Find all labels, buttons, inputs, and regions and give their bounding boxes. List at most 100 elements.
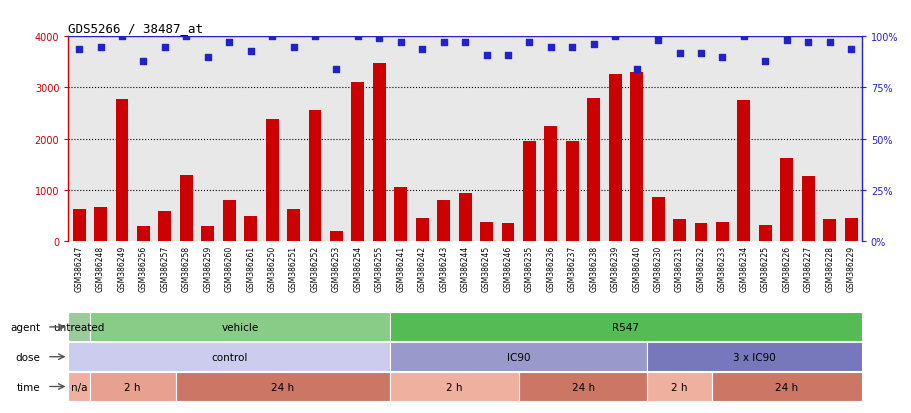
Text: n/a: n/a bbox=[71, 382, 87, 392]
Bar bbox=[651, 198, 664, 242]
Bar bbox=[711, 372, 861, 401]
Point bbox=[329, 66, 343, 73]
Text: IC90: IC90 bbox=[507, 352, 530, 362]
Point bbox=[72, 46, 87, 53]
Point bbox=[822, 40, 836, 47]
Text: GSM386235: GSM386235 bbox=[525, 245, 533, 291]
Bar bbox=[609, 75, 621, 242]
Text: 24 h: 24 h bbox=[774, 382, 797, 392]
Point bbox=[714, 55, 729, 61]
Text: GSM386252: GSM386252 bbox=[310, 245, 319, 291]
Text: GSM386259: GSM386259 bbox=[203, 245, 212, 291]
Point bbox=[435, 40, 450, 47]
Text: GSM386240: GSM386240 bbox=[631, 245, 640, 291]
Bar bbox=[737, 101, 750, 242]
Bar bbox=[544, 127, 557, 242]
Point bbox=[158, 44, 172, 51]
Bar bbox=[844, 218, 856, 242]
Text: GSM386242: GSM386242 bbox=[417, 245, 426, 291]
Point bbox=[608, 34, 622, 40]
Bar bbox=[479, 222, 493, 242]
Text: GSM386249: GSM386249 bbox=[118, 245, 127, 291]
Text: GSM386257: GSM386257 bbox=[160, 245, 169, 291]
Point bbox=[393, 40, 407, 47]
Bar bbox=[630, 73, 642, 242]
Text: GSM386230: GSM386230 bbox=[653, 245, 662, 291]
Bar bbox=[308, 111, 321, 242]
Text: vehicle: vehicle bbox=[221, 322, 259, 332]
Text: GSM386245: GSM386245 bbox=[482, 245, 490, 291]
Bar bbox=[672, 219, 685, 242]
Bar bbox=[116, 100, 128, 242]
Text: 24 h: 24 h bbox=[271, 382, 294, 392]
Text: untreated: untreated bbox=[54, 322, 105, 332]
Text: GSM386233: GSM386233 bbox=[717, 245, 726, 291]
Text: GSM386255: GSM386255 bbox=[374, 245, 384, 291]
Bar bbox=[176, 372, 390, 401]
Bar bbox=[137, 226, 149, 242]
Point bbox=[736, 34, 751, 40]
Bar bbox=[351, 83, 363, 242]
Bar bbox=[390, 372, 518, 401]
Bar bbox=[715, 222, 728, 242]
Point bbox=[286, 44, 301, 51]
Text: GSM386247: GSM386247 bbox=[75, 245, 84, 291]
Point bbox=[372, 36, 386, 43]
Point bbox=[693, 50, 708, 57]
Bar bbox=[566, 142, 578, 242]
Point bbox=[264, 34, 279, 40]
Bar bbox=[390, 342, 647, 371]
Bar bbox=[501, 224, 514, 242]
Point bbox=[93, 44, 107, 51]
Bar bbox=[159, 212, 171, 242]
Text: GSM386232: GSM386232 bbox=[696, 245, 705, 291]
Text: GSM386239: GSM386239 bbox=[610, 245, 619, 291]
Bar bbox=[287, 209, 300, 242]
Text: GSM386227: GSM386227 bbox=[803, 245, 812, 291]
Text: 2 h: 2 h bbox=[445, 382, 462, 392]
Text: agent: agent bbox=[10, 322, 40, 332]
Bar bbox=[823, 220, 835, 242]
Bar bbox=[90, 313, 390, 342]
Bar bbox=[373, 64, 385, 242]
Bar bbox=[647, 372, 711, 401]
Text: GSM386225: GSM386225 bbox=[760, 245, 769, 291]
Text: 3 x IC90: 3 x IC90 bbox=[732, 352, 775, 362]
Point bbox=[221, 40, 236, 47]
Bar bbox=[222, 201, 235, 242]
Point bbox=[115, 34, 129, 40]
Bar bbox=[201, 226, 214, 242]
Bar bbox=[265, 120, 278, 242]
Bar bbox=[244, 216, 257, 242]
Point bbox=[779, 38, 793, 45]
Bar bbox=[801, 177, 814, 242]
Bar bbox=[694, 224, 707, 242]
Bar bbox=[68, 342, 390, 371]
Bar bbox=[518, 372, 647, 401]
Bar bbox=[94, 208, 107, 242]
Text: GSM386246: GSM386246 bbox=[503, 245, 512, 291]
Point bbox=[179, 34, 193, 40]
Point bbox=[629, 66, 643, 73]
Bar bbox=[458, 193, 471, 242]
Text: GSM386250: GSM386250 bbox=[267, 245, 276, 291]
Point bbox=[565, 44, 579, 51]
Text: GSM386258: GSM386258 bbox=[181, 245, 190, 291]
Bar bbox=[73, 210, 86, 242]
Text: dose: dose bbox=[15, 352, 40, 362]
Point bbox=[650, 38, 665, 45]
Bar bbox=[522, 142, 536, 242]
Point bbox=[500, 52, 515, 59]
Text: GSM386260: GSM386260 bbox=[224, 245, 233, 291]
Text: GSM386243: GSM386243 bbox=[439, 245, 447, 291]
Bar bbox=[758, 226, 771, 242]
Text: GSM386256: GSM386256 bbox=[138, 245, 148, 291]
Bar bbox=[415, 218, 428, 242]
Text: GSM386241: GSM386241 bbox=[396, 245, 404, 291]
Point bbox=[350, 34, 364, 40]
Point bbox=[136, 58, 150, 65]
Text: R547: R547 bbox=[612, 322, 639, 332]
Text: GSM386231: GSM386231 bbox=[674, 245, 683, 291]
Text: GSM386236: GSM386236 bbox=[546, 245, 555, 291]
Point bbox=[757, 58, 772, 65]
